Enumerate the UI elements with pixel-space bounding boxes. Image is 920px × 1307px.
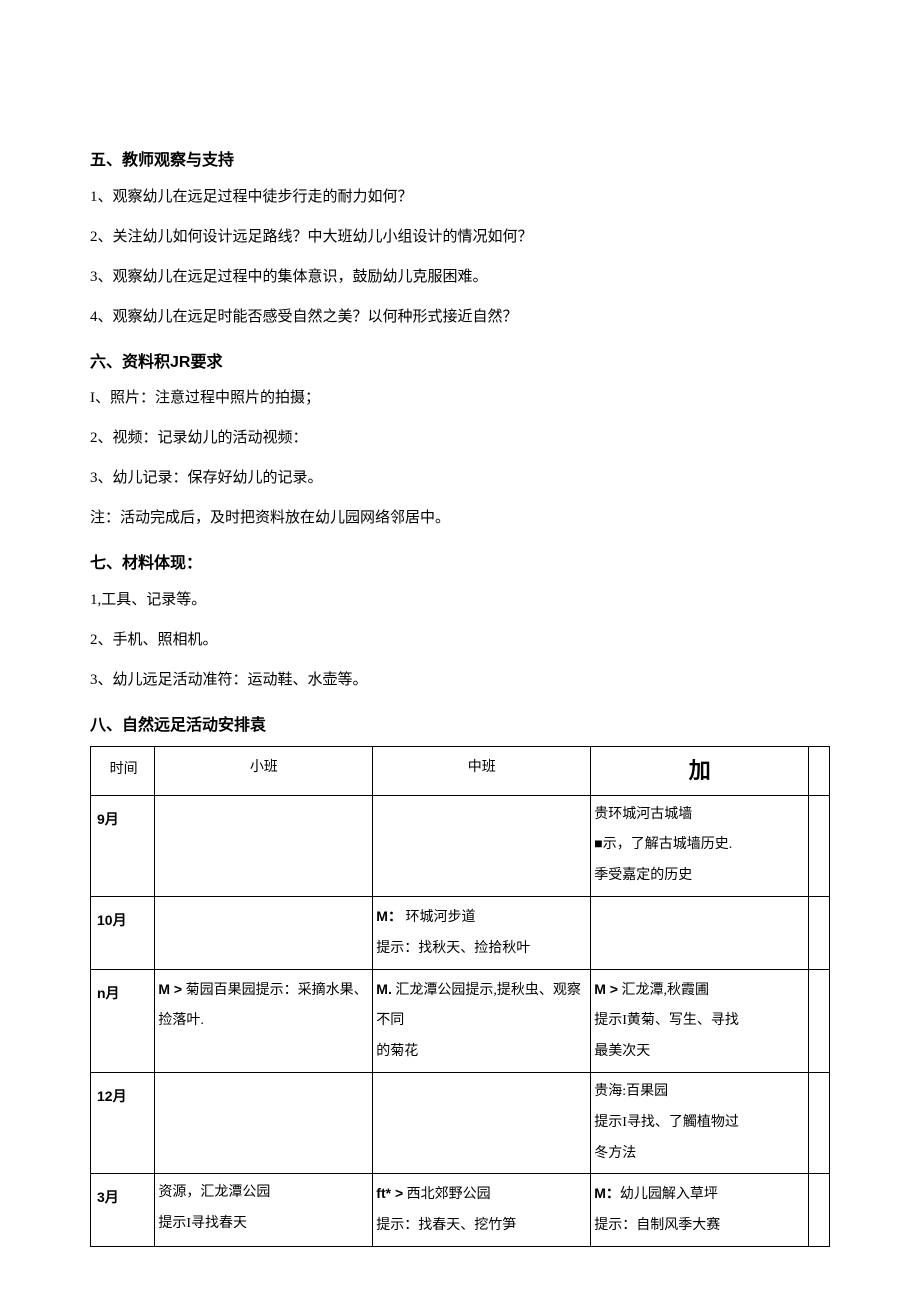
schedule-table: 时间 小班 中班 加 9月 贵环城河古城墙■示，了解古城墙历史.季受嘉定的历史 … bbox=[90, 746, 830, 1247]
section-7-item-1: 1,工具、记录等。 bbox=[90, 585, 830, 615]
table-body: 9月 贵环城河古城墙■示，了解古城墙历史.季受嘉定的历史 10月 M： 环城河步… bbox=[91, 795, 830, 1246]
cell-middle: M： 环城河步道提示：找秋天、捡拾秋叶 bbox=[373, 896, 591, 969]
cell-small: M > 菊园百果园提示：采摘水果、捡落叶. bbox=[155, 969, 373, 1072]
cell-text: 贵环城河古城墙■示，了解古城墙历史.季受嘉定的历史 bbox=[594, 800, 805, 892]
cell-time: 3月 bbox=[91, 1174, 155, 1247]
section-5-heading: 五、教师观察与支持 bbox=[90, 148, 830, 174]
cell-time: 10月 bbox=[91, 896, 155, 969]
section-6-item-1: I、照片：注意过程中照片的拍摄； bbox=[90, 383, 830, 413]
section-6-item-2: 2、视频：记录幼儿的活动视频： bbox=[90, 423, 830, 453]
table-row: 9月 贵环城河古城墙■示，了解古城墙历史.季受嘉定的历史 bbox=[91, 795, 830, 896]
cell-text: M > 汇龙潭,秋霞圃提示I黄菊、写生、寻找最美次天 bbox=[594, 974, 805, 1068]
cell-large: 贵环城河古城墙■示，了解古城墙历史.季受嘉定的历史 bbox=[591, 795, 809, 896]
cell-empty bbox=[809, 795, 830, 896]
cell-text: M > 菊园百果园提示：采摘水果、捡落叶. bbox=[158, 974, 369, 1038]
table-row: 3月 资源，汇龙潭公园提示I寻找春天 ft* > 西北郊野公园提示：找春天、挖竹… bbox=[91, 1174, 830, 1247]
table-row: n月 M > 菊园百果园提示：采摘水果、捡落叶. M. 汇龙潭公园提示,提秋虫、… bbox=[91, 969, 830, 1072]
table-row: 10月 M： 环城河步道提示：找秋天、捡拾秋叶 bbox=[91, 896, 830, 969]
header-time: 时间 bbox=[91, 747, 155, 795]
cell-text: ft* > 西北郊野公园提示：找春天、挖竹笋 bbox=[376, 1178, 587, 1242]
cell-text: 资源，汇龙潭公园提示I寻找春天 bbox=[158, 1178, 369, 1240]
cell-middle bbox=[373, 795, 591, 896]
header-large: 加 bbox=[591, 747, 809, 795]
section-5-item-4: 4、观察幼儿在远足时能否感受自然之美？以何种形式接近自然？ bbox=[90, 302, 830, 332]
section-5-item-3: 3、观察幼儿在远足过程中的集体意识，鼓励幼儿克服困难。 bbox=[90, 262, 830, 292]
cell-empty bbox=[809, 1072, 830, 1173]
table-row: 12月 贵海:百果园提示I寻找、了觸植物过冬方法 bbox=[91, 1072, 830, 1173]
cell-middle: ft* > 西北郊野公园提示：找春天、挖竹笋 bbox=[373, 1174, 591, 1247]
header-small: 小班 bbox=[155, 747, 373, 795]
cell-empty bbox=[809, 896, 830, 969]
section-6-heading: 六、资料积JR要求 bbox=[90, 350, 830, 376]
cell-small bbox=[155, 795, 373, 896]
cell-text: 贵海:百果园提示I寻找、了觸植物过冬方法 bbox=[594, 1077, 805, 1169]
cell-time: n月 bbox=[91, 969, 155, 1072]
cell-small: 资源，汇龙潭公园提示I寻找春天 bbox=[155, 1174, 373, 1247]
cell-small bbox=[155, 896, 373, 969]
section-6-item-3: 3、幼儿记录：保存好幼儿的记录。 bbox=[90, 463, 830, 493]
section-6-item-4: 注：活动完成后，及时把资料放在幼儿园网络邻居中。 bbox=[90, 503, 830, 533]
section-7-item-3: 3、幼儿远足活动准符：运动鞋、水壶等。 bbox=[90, 665, 830, 695]
section-8-heading: 八、自然远足活动安排袁 bbox=[90, 713, 830, 739]
cell-empty bbox=[809, 1174, 830, 1247]
cell-large bbox=[591, 896, 809, 969]
cell-text: M. 汇龙潭公园提示,提秋虫、观察不同的菊花 bbox=[376, 974, 587, 1068]
cell-small bbox=[155, 1072, 373, 1173]
section-5-item-2: 2、关注幼儿如何设计远足路线？中大班幼儿小组设计的情况如何？ bbox=[90, 222, 830, 252]
cell-middle bbox=[373, 1072, 591, 1173]
cell-large: 贵海:百果园提示I寻找、了觸植物过冬方法 bbox=[591, 1072, 809, 1173]
table-header-row: 时间 小班 中班 加 bbox=[91, 747, 830, 795]
cell-text: M：幼儿园解入草坪提示：自制风季大赛 bbox=[594, 1178, 805, 1242]
cell-large: M > 汇龙潭,秋霞圃提示I黄菊、写生、寻找最美次天 bbox=[591, 969, 809, 1072]
header-empty bbox=[809, 747, 830, 795]
cell-large: M：幼儿园解入草坪提示：自制风季大赛 bbox=[591, 1174, 809, 1247]
cell-empty bbox=[809, 969, 830, 1072]
section-5-item-1: 1、观察幼儿在远足过程中徒步行走的耐力如何？ bbox=[90, 182, 830, 212]
cell-time: 9月 bbox=[91, 795, 155, 896]
cell-text: M： 环城河步道提示：找秋天、捡拾秋叶 bbox=[376, 901, 587, 965]
cell-middle: M. 汇龙潭公园提示,提秋虫、观察不同的菊花 bbox=[373, 969, 591, 1072]
cell-time: 12月 bbox=[91, 1072, 155, 1173]
header-middle: 中班 bbox=[373, 747, 591, 795]
section-7-heading: 七、材料体现： bbox=[90, 551, 830, 577]
section-7-item-2: 2、手机、照相机。 bbox=[90, 625, 830, 655]
